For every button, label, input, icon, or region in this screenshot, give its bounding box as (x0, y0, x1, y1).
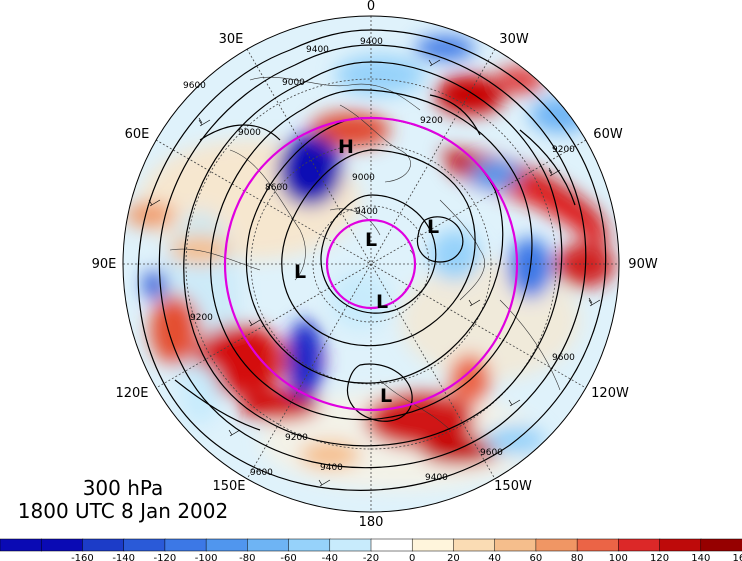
colorbar-swatch (618, 538, 661, 552)
colorbar-tick-label: 100 (609, 553, 628, 561)
contour-label: 9200 (190, 313, 213, 323)
valid-time-label: 1800 UTC 8 Jan 2002 (18, 499, 228, 523)
colorbar-swatch (164, 538, 207, 552)
colorbar-tick-label: -120 (154, 553, 177, 561)
pressure-level-label: 300 hPa (83, 476, 164, 500)
colorbar-tick-label: -40 (322, 553, 338, 561)
colorbar-swatch (700, 538, 742, 552)
colorbar-swatch (247, 538, 290, 552)
longitude-label-w: 90E (92, 257, 117, 272)
colorbar: -160 -140 -120 -100 -80 -60 -40 -20 0 20 40 60 80 100… (0, 538, 742, 561)
colorbar-swatch (0, 538, 42, 552)
colorbar-swatch (535, 538, 578, 552)
colorbar-tick-label: 160 (732, 553, 742, 561)
contour-label: 9400 (425, 473, 448, 483)
low-pressure-center-label: L (294, 261, 306, 283)
longitude-label-s: 180 (359, 515, 384, 530)
colorbar-tick-label: 40 (488, 553, 501, 561)
high-pressure-center-label: H (338, 136, 354, 158)
latitude-longitude-grid (123, 16, 619, 512)
colorbar-tick-label: -100 (195, 553, 218, 561)
longitude-label-n: 0 (367, 0, 375, 14)
pressure-centers: H L L L L L (294, 136, 439, 407)
colorbar-tick-label: 20 (447, 553, 460, 561)
colorbar-tick-label: -80 (239, 553, 255, 561)
longitude-label-wsw: 120E (115, 386, 148, 401)
colorbar-swatch (288, 538, 331, 552)
colorbar-swatch (370, 538, 413, 552)
contour-label: 9000 (238, 128, 261, 138)
longitude-label-se: 150W (494, 479, 532, 494)
colorbar-tick-label: 0 (409, 553, 415, 561)
longitude-label-nw: 30E (219, 32, 244, 47)
contour-labels: 9400 9400 9200 9000 9000 8600 9000 9400 … (183, 37, 575, 483)
contour-label: 9600 (250, 468, 273, 478)
wind-barbs (148, 59, 601, 487)
colorbar-swatch (453, 538, 496, 552)
low-pressure-center-label: L (427, 216, 439, 238)
longitude-label-sw: 150E (212, 479, 245, 494)
contour-label: 9400 (355, 207, 378, 217)
colorbar-tick-label: 120 (650, 553, 669, 561)
longitude-label-ese: 120W (591, 386, 629, 401)
longitude-label-ne: 30W (499, 32, 529, 47)
low-pressure-center-label: L (365, 229, 377, 251)
colorbar-tick-label: -20 (363, 553, 379, 561)
longitude-labels: 0 180 90E 90W 30E 30W 60E 60W 120E 120W … (92, 0, 658, 530)
colorbar-swatch (40, 538, 84, 552)
contour-label: 9200 (285, 433, 308, 443)
colorbar-labels: -160 -140 -120 -100 -80 -60 -40 -20 0 20 40 60 80 100… (71, 553, 742, 561)
low-pressure-center-label: L (376, 291, 388, 313)
colorbar-tick-label: 80 (571, 553, 584, 561)
colorbar-tick-label: -140 (112, 553, 135, 561)
colorbar-swatch (494, 538, 537, 552)
colorbar-tick-label: 140 (691, 553, 710, 561)
map-boundary (122, 15, 620, 513)
colorbar-tick-label: 60 (530, 553, 543, 561)
contour-label: 9000 (282, 78, 305, 88)
colorbar-swatch (411, 538, 455, 552)
colorbar-swatches (0, 538, 742, 552)
magenta-latitude-rings (223, 116, 519, 412)
colorbar-swatch (123, 538, 166, 552)
contour-label: 9400 (320, 463, 343, 473)
colorbar-swatch (659, 538, 702, 552)
contour-label: 9600 (552, 353, 575, 363)
contour-label: 9400 (306, 45, 329, 55)
colorbar-tick-label: -160 (71, 553, 94, 561)
contour-label: 9200 (552, 145, 575, 155)
geopotential-height-contours (137, 29, 607, 491)
contour-label: 9600 (183, 81, 206, 91)
colorbar-swatch (205, 538, 249, 552)
longitude-label-ene: 60W (593, 127, 623, 142)
contour-label: 9400 (360, 37, 383, 47)
colorbar-swatch (576, 538, 620, 552)
low-pressure-center-label: L (380, 385, 392, 407)
contour-label: 9000 (352, 173, 375, 183)
longitude-label-e: 90W (628, 257, 658, 272)
colorbar-swatch (82, 538, 125, 552)
contour-label: 9600 (480, 448, 503, 458)
contour-label: 8600 (265, 183, 288, 193)
colorbar-swatch (329, 538, 372, 552)
longitude-label-wnw: 60E (125, 127, 150, 142)
contour-label: 9200 (420, 116, 443, 126)
colorbar-tick-label: -60 (280, 553, 296, 561)
